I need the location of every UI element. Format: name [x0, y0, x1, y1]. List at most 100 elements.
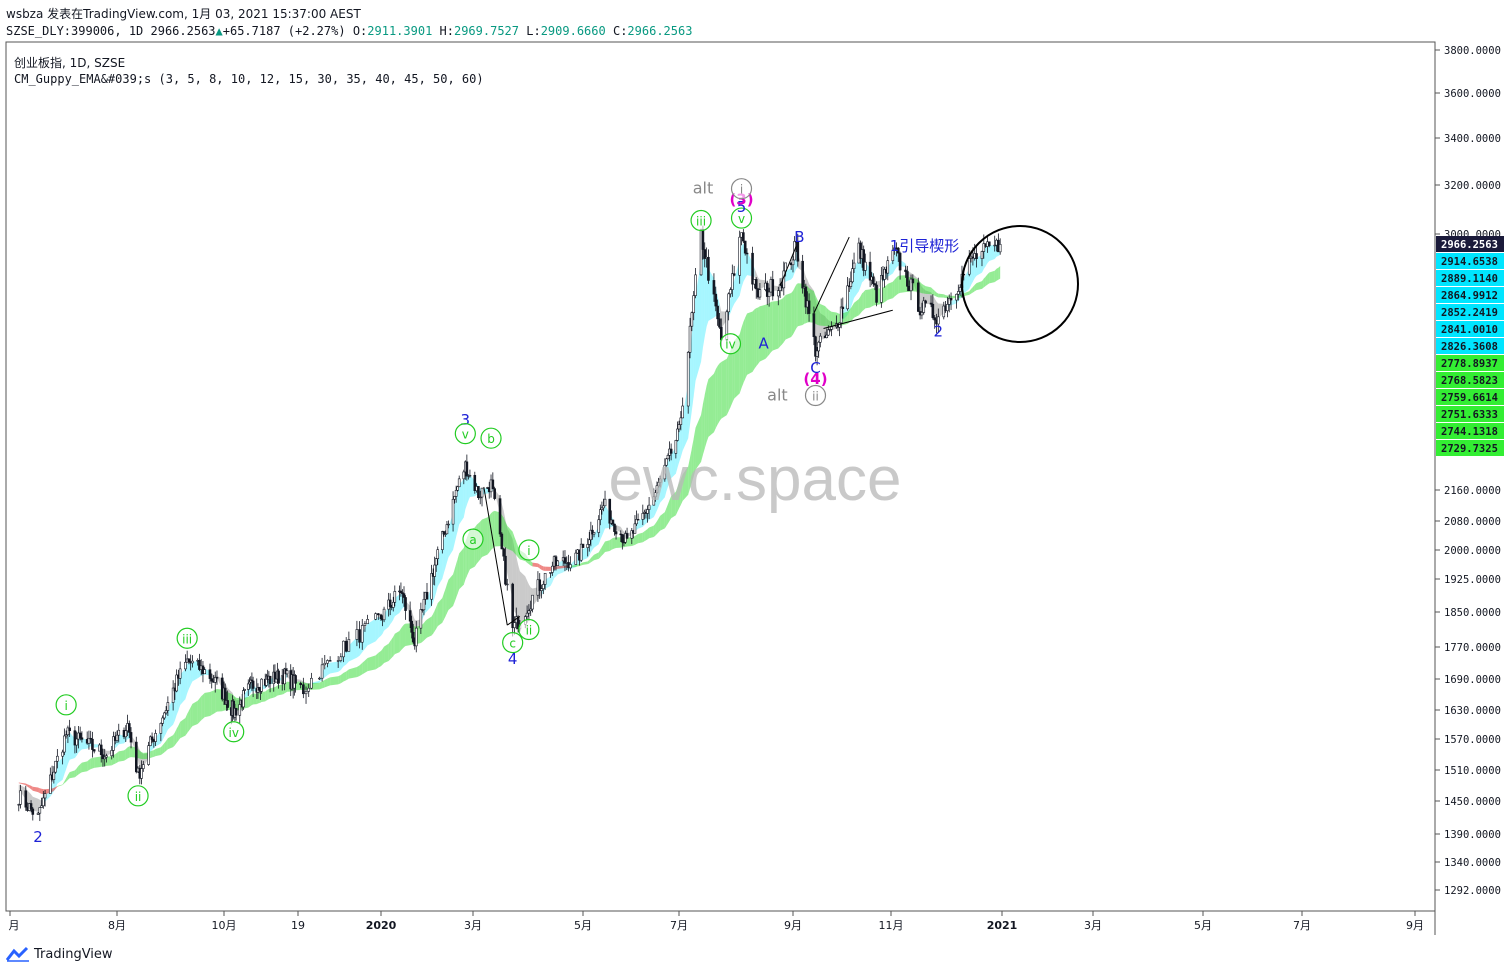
- candle-body: [556, 560, 560, 566]
- candle-body: [310, 677, 313, 689]
- short-ema-ribbon-segment: [938, 303, 944, 319]
- long-ema-ribbon-segment: [649, 525, 654, 539]
- symbol-value: SZSE_DLY:399006, 1D 2966.2563: [6, 24, 216, 38]
- short-ema-ribbon-segment: [155, 730, 161, 747]
- long-ema-ribbon-segment: [78, 764, 81, 775]
- candle-body: [454, 489, 458, 497]
- short-ema-ribbon-segment: [185, 663, 188, 700]
- wave-label: i: [527, 544, 530, 558]
- short-ema-ribbon-segment: [81, 738, 88, 750]
- candle-body: [17, 804, 21, 806]
- candle-body: [299, 683, 302, 686]
- short-ema-ribbon-segment: [152, 742, 154, 750]
- long-ema-ribbon-segment: [611, 538, 613, 550]
- long-ema-ribbon-segment: [102, 756, 105, 767]
- short-ema-ribbon-segment: [443, 536, 446, 573]
- long-ema-ribbon-segment: [936, 292, 939, 298]
- long-ema-ribbon-segment: [88, 758, 91, 771]
- long-ema-ribbon-segment: [52, 787, 54, 793]
- short-ema-ribbon-segment: [667, 454, 670, 487]
- wave-label: iii: [182, 632, 192, 646]
- long-ema-ribbon-segment: [577, 564, 580, 567]
- candle-body: [804, 286, 808, 308]
- long-ema-ribbon-segment: [192, 700, 198, 727]
- long-ema-ribbon-segment: [858, 296, 861, 316]
- candle-body: [898, 252, 902, 271]
- candle-body: [184, 661, 187, 670]
- long-ema-ribbon-segment: [111, 755, 114, 766]
- chart-legend-title[interactable]: 创业板指, 1D, SZSE: [14, 56, 126, 70]
- long-ema-ribbon-segment: [487, 515, 490, 555]
- candle-body: [166, 702, 170, 711]
- long-ema-ribbon-segment: [391, 636, 394, 658]
- candle-body: [63, 735, 66, 753]
- candle-body: [419, 609, 423, 629]
- long-ema-ribbon-segment: [730, 345, 733, 408]
- long-ema-ribbon-segment: [793, 287, 795, 335]
- long-ema-ribbon-segment: [849, 308, 851, 323]
- candle-body: [527, 610, 531, 614]
- candle-body: [993, 244, 997, 247]
- candle-body: [513, 622, 516, 629]
- short-ema-price-tag-bg: [1436, 253, 1504, 269]
- candle-body: [457, 478, 461, 488]
- indicator-legend[interactable]: CM_Guppy_EMA&#039;s (3, 5, 8, 10, 12, 15…: [14, 72, 484, 86]
- long-ema-ribbon-segment: [66, 775, 68, 782]
- short-ema-ribbon-segment: [244, 688, 249, 700]
- long-ema-ribbon-segment: [609, 538, 612, 551]
- candle-body: [52, 771, 56, 780]
- long-ema-ribbon-segment: [443, 589, 446, 620]
- long-ema-ribbon-segment: [987, 272, 990, 285]
- short-ema-ribbon-segment: [936, 301, 939, 320]
- price-axis: 3800.00003600.00003400.00003200.00003000…: [1435, 45, 1501, 897]
- long-ema-ribbon-segment: [253, 693, 257, 705]
- long-ema-ribbon-segment: [721, 358, 727, 419]
- short-ema-ribbon-segment: [57, 757, 63, 784]
- candle-body: [714, 293, 718, 307]
- long-ema-ribbon-segment: [62, 781, 65, 786]
- candle-body: [652, 496, 656, 506]
- short-ema-ribbon-segment: [791, 263, 793, 280]
- wave-label: i: [64, 699, 67, 713]
- long-ema-ribbon-segment: [173, 732, 175, 748]
- candle-body: [929, 302, 933, 305]
- candle-body: [931, 303, 935, 318]
- close-label: C:: [612, 24, 628, 38]
- long-ema-ribbon-segment: [785, 293, 792, 340]
- footer-brand[interactable]: TradingView: [6, 946, 113, 962]
- wave-label-circle: [502, 632, 524, 654]
- candle-body: [679, 417, 683, 425]
- long-ema-ribbon-segment: [465, 537, 467, 580]
- long-ema-price-tag-bg: [1436, 423, 1504, 439]
- long-ema-ribbon-segment: [826, 308, 829, 327]
- candle-body: [906, 271, 909, 287]
- long-ema-ribbon-segment: [989, 270, 995, 284]
- long-ema-ribbon-segment: [601, 544, 604, 556]
- long-ema-ribbon-segment: [719, 362, 722, 422]
- long-ema-ribbon-segment: [41, 788, 44, 795]
- candle-body: [215, 677, 219, 679]
- candle-body: [36, 812, 40, 815]
- long-ema-ribbon-segment: [166, 738, 168, 751]
- long-ema-ribbon-segment: [427, 616, 432, 638]
- candle-body: [686, 352, 690, 407]
- long-ema-ribbon-segment: [887, 281, 893, 300]
- long-ema-ribbon-segment: [492, 510, 495, 549]
- candle-body: [401, 592, 404, 594]
- candle-body: [712, 280, 716, 295]
- long-ema-ribbon-segment: [850, 305, 853, 322]
- candle-body: [408, 610, 412, 622]
- wave-label: a: [469, 533, 476, 547]
- short-ema-price-tag-bg: [1436, 321, 1504, 337]
- candle-body: [465, 461, 469, 477]
- candle-body: [657, 482, 660, 487]
- long-ema-ribbon-segment: [912, 277, 919, 292]
- candle-body: [105, 755, 108, 758]
- candle-body: [893, 247, 896, 251]
- long-ema-ribbon-segment: [717, 363, 720, 425]
- long-ema-ribbon-segment: [783, 295, 786, 343]
- candle-body: [433, 564, 436, 577]
- long-ema-ribbon-segment: [359, 662, 363, 676]
- long-ema-ribbon-segment: [530, 561, 533, 567]
